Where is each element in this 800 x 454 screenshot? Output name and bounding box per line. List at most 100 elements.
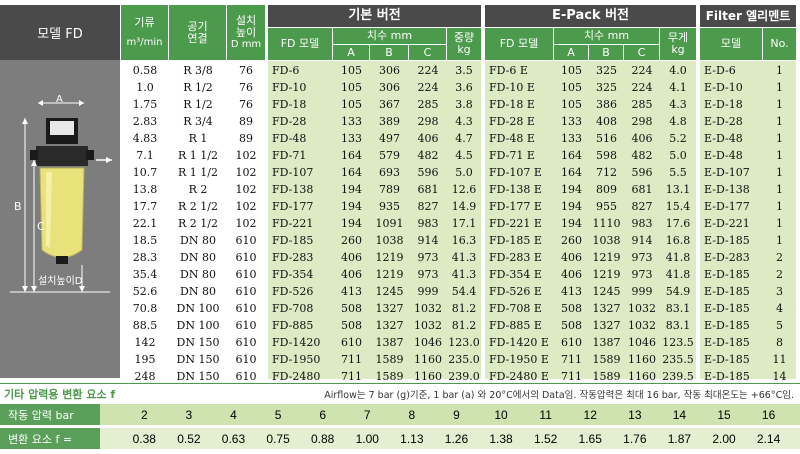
- column-gap: [481, 130, 485, 147]
- basic-weight-cell: 12.6: [451, 183, 477, 196]
- column-gap: [265, 317, 268, 334]
- basic-model-cell: FD-221: [272, 217, 314, 230]
- epack-a-cell: 194: [561, 217, 582, 230]
- flow-cell: 2.83: [132, 115, 158, 128]
- install-height-cell: 102: [235, 166, 257, 179]
- epack-c-cell: 224: [631, 81, 653, 94]
- basic-b-cell: 367: [379, 98, 400, 111]
- epack-a-header: A: [554, 45, 588, 60]
- flow-cell: 28.3: [132, 251, 158, 264]
- flow-cell: 70.8: [132, 302, 158, 315]
- epack-weight-cell: 235.5: [662, 353, 694, 366]
- column-gap: [696, 96, 700, 113]
- basic-a-cell: 105: [341, 64, 362, 77]
- connection-header: 공기 연결: [169, 5, 226, 60]
- pressure-value: 2: [140, 407, 148, 422]
- connection-cell: DN 150: [176, 353, 220, 366]
- column-gap: [481, 198, 485, 215]
- basic-c-cell: 482: [417, 149, 439, 162]
- basic-a-cell: 711: [341, 370, 362, 383]
- basic-model-cell: FD-885: [272, 319, 314, 332]
- table-row: 0.58 R 3/8 76 FD-6 105 306 224 3.5 FD-6 E 105 325 2…: [121, 62, 796, 79]
- filter-no-cell: 1: [776, 98, 783, 111]
- basic-weight-unit: kg: [457, 43, 471, 56]
- filter-model-cell: E-D-185: [704, 370, 750, 383]
- install-height-cell: 102: [235, 200, 257, 213]
- pressure-row-bg: [0, 404, 800, 425]
- epack-model-cell: FD-185 E: [489, 234, 542, 247]
- epack-b-cell: 408: [596, 115, 617, 128]
- connection-cell: R 3/8: [183, 64, 213, 77]
- column-gap: [696, 249, 700, 266]
- pressure-value: 16: [761, 407, 776, 422]
- basic-b-cell: 1327: [375, 302, 404, 315]
- table-row: 35.4 DN 80 610 FD-354 406 1219 973 41.3 FD-354 E…: [121, 266, 796, 283]
- epack-a-cell: 105: [561, 64, 582, 77]
- basic-weight-cell: 3.6: [455, 81, 473, 94]
- basic-c-label: C: [423, 45, 432, 59]
- column-gap: [481, 79, 485, 96]
- basic-c-cell: 1160: [414, 353, 442, 366]
- connection-cell: DN 100: [176, 302, 220, 315]
- epack-c-cell: 973: [631, 268, 653, 281]
- epack-c-cell: 973: [631, 251, 653, 264]
- basic-body-bg: [268, 61, 481, 379]
- basic-model-cell: FD-10: [272, 81, 307, 94]
- pressure-value: 13: [628, 407, 642, 422]
- table-row: 7.1 R 1 1/2 102 FD-71 164 579 482 4.5 FD-71 E 164…: [121, 147, 796, 164]
- epack-dims-header: 치수 mm: [554, 28, 659, 44]
- column-gap: [265, 368, 268, 385]
- pressure-label-box: 작동 압력 bar: [0, 404, 100, 425]
- basic-a-cell: 413: [341, 285, 362, 298]
- basic-c-cell: 914: [417, 234, 439, 247]
- column-gap: [481, 113, 485, 130]
- table-row: 142 DN 150 610 FD-1420 610 1387 1046 123.0 FD-14…: [121, 334, 796, 351]
- filter-model-cell: E-D-48: [704, 132, 743, 145]
- filter-no-cell: 1: [776, 200, 783, 213]
- basic-a-cell: 105: [341, 81, 362, 94]
- epack-b-cell: 1589: [592, 353, 621, 366]
- epack-weight-cell: 5.2: [669, 132, 687, 145]
- epack-a-cell: 105: [561, 81, 582, 94]
- epack-b-cell: 1038: [592, 234, 621, 247]
- epack-b-cell: 1245: [592, 285, 621, 298]
- column-gap: [265, 164, 268, 181]
- filter-no-label: No.: [770, 37, 789, 50]
- filter-model-cell: E-D-185: [704, 268, 750, 281]
- factor-value: 1.26: [444, 431, 469, 446]
- basic-a-cell: 105: [341, 98, 362, 111]
- factor-value: 1.38: [489, 431, 513, 446]
- table-row: 88.5 DN 100 610 FD-885 508 1327 1032 81.2 FD-885…: [121, 317, 796, 334]
- factor-value: 0.75: [266, 431, 290, 446]
- basic-model-cell: FD-283: [272, 251, 314, 264]
- epack-a-cell: 711: [561, 353, 582, 366]
- epack-model-cell: FD-10 E: [489, 81, 535, 94]
- epack-body-bg: [485, 61, 696, 379]
- basic-weight-cell: 3.8: [455, 98, 473, 111]
- column-gap: [481, 249, 485, 266]
- flow-cell: 142: [134, 336, 156, 349]
- basic-c-header: C: [409, 45, 446, 60]
- factor-label-box: 변환 요소 f =: [0, 428, 100, 449]
- dimension-c-label: C: [37, 220, 45, 233]
- column-gap: [696, 317, 700, 334]
- column-gap: [481, 215, 485, 232]
- install-height-cell: 89: [239, 115, 253, 128]
- column-gap: [265, 113, 268, 130]
- filter-model-cell: E-D-185: [704, 234, 750, 247]
- connection-cell: DN 80: [180, 268, 216, 281]
- pressure-value: 11: [539, 407, 552, 422]
- epack-a-cell: 105: [561, 98, 582, 111]
- pressure-label: 작동 압력 bar: [8, 408, 74, 422]
- factor-value: 1.00: [355, 431, 379, 446]
- column-gap: [265, 62, 268, 79]
- install-height-cell: 610: [235, 285, 257, 298]
- epack-model-cell: FD-885 E: [489, 319, 542, 332]
- install-height-cell: 610: [235, 370, 257, 383]
- left-body-bg: [121, 61, 265, 379]
- column-gap: [265, 249, 268, 266]
- epack-model-cell: FD-221 E: [489, 217, 542, 230]
- flow-cell: 35.4: [132, 268, 158, 281]
- factor-value: 1.87: [667, 431, 692, 446]
- table-row: 195 DN 150 610 FD-1950 711 1589 1160 235.0 FD-19…: [121, 351, 796, 368]
